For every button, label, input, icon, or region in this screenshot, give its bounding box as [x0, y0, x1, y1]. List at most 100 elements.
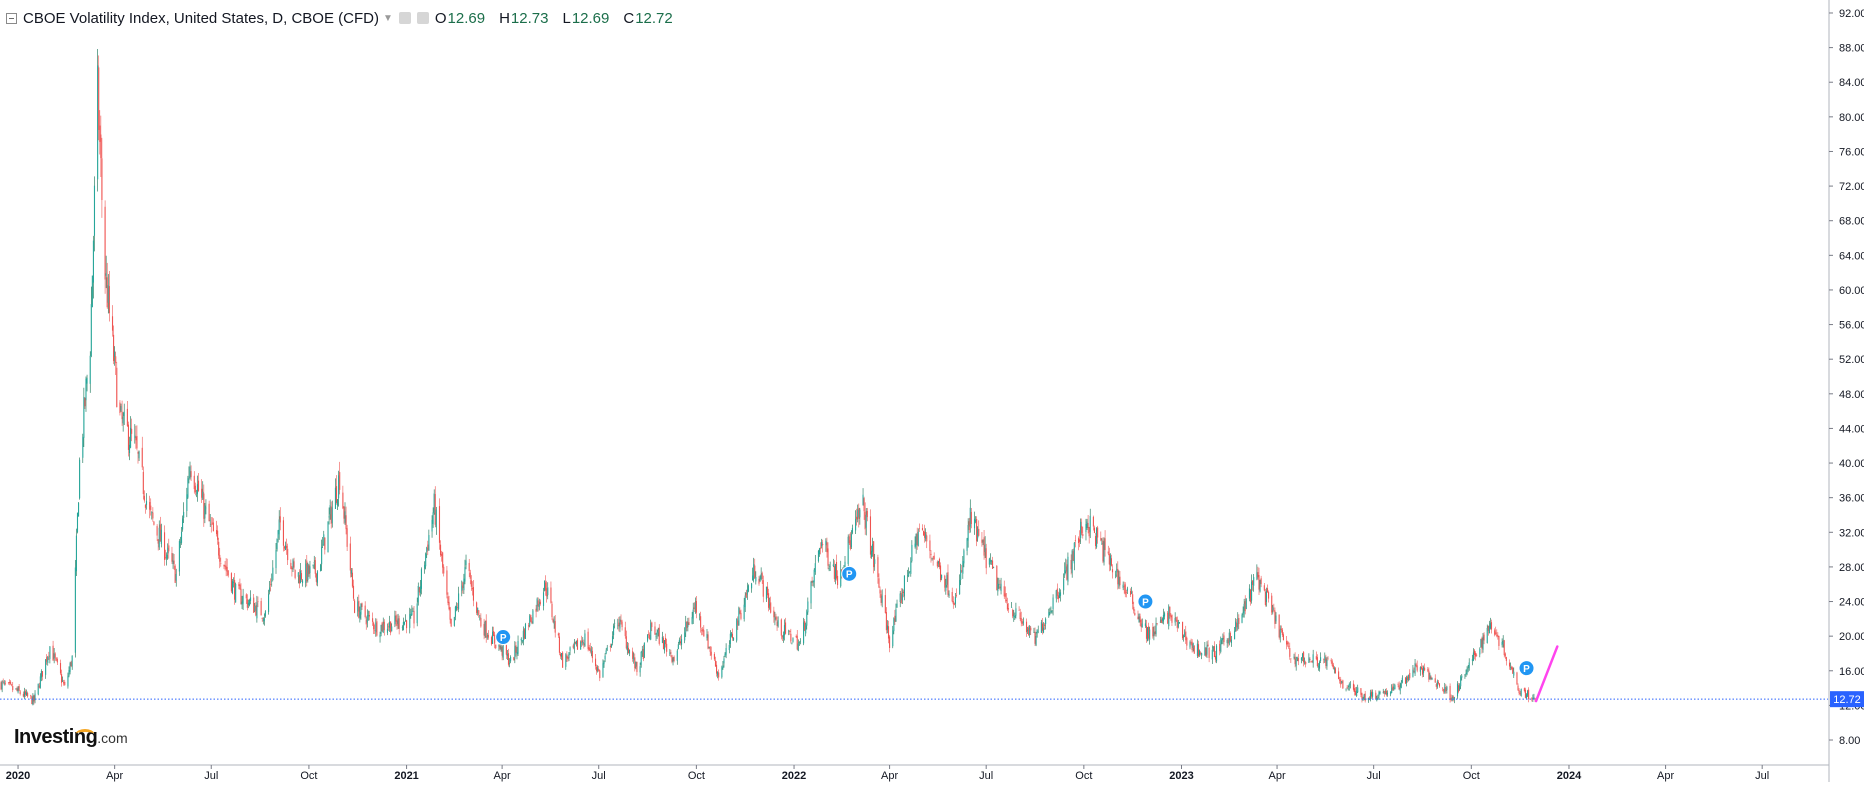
candle-body — [171, 552, 173, 562]
candle-body — [205, 507, 207, 509]
chevron-down-icon[interactable]: ▼ — [382, 12, 393, 24]
candle-body — [1035, 635, 1037, 646]
candle — [48, 651, 50, 660]
candle-body — [1452, 696, 1454, 699]
price-axis[interactable]: 92.0088.0084.0080.0076.0072.0068.0064.00… — [1828, 0, 1864, 782]
candle — [929, 534, 931, 559]
candle-body — [254, 606, 256, 611]
candle-body — [558, 636, 560, 653]
candle-body — [1384, 692, 1386, 695]
visibility-icon[interactable] — [416, 12, 429, 24]
candle-body — [329, 505, 331, 515]
candle — [78, 501, 80, 517]
candle — [500, 643, 502, 652]
candle-body — [517, 641, 519, 654]
candle-body — [532, 610, 534, 624]
candle-body — [693, 607, 695, 609]
candle-body — [1167, 612, 1169, 624]
candle-body — [269, 587, 271, 592]
candle — [1286, 635, 1288, 650]
candle — [1361, 692, 1363, 703]
candle-body — [1086, 521, 1088, 529]
candle — [901, 588, 903, 604]
candle-body — [961, 570, 963, 572]
candle-body — [425, 553, 427, 567]
candle-body — [1162, 614, 1165, 622]
candle — [902, 589, 904, 598]
candle-body — [1124, 584, 1126, 595]
candle — [970, 508, 972, 529]
candle — [752, 567, 754, 581]
candle-body — [812, 580, 814, 583]
candle-body — [1193, 645, 1195, 654]
candle-body — [1140, 619, 1142, 628]
candle — [634, 653, 636, 672]
candle — [122, 412, 124, 432]
candle — [1476, 653, 1478, 657]
candle — [714, 656, 717, 667]
candle — [428, 529, 430, 551]
candle-body — [1064, 570, 1066, 576]
time-axis[interactable]: 2020 Apr Jul Oct 2021 Apr Jul Oct 2022 Apr Jul Oct 2… — [0, 764, 1829, 782]
candle — [1205, 647, 1207, 658]
candle-body — [346, 528, 348, 547]
time-tick-label: Jul — [1367, 770, 1381, 782]
candle-body — [598, 669, 600, 672]
candle — [865, 507, 867, 536]
candle-body — [324, 537, 326, 550]
candle — [872, 537, 874, 557]
candle — [1305, 660, 1307, 668]
candle-body — [977, 529, 979, 539]
candle-body — [685, 622, 687, 633]
candle — [1260, 575, 1262, 588]
candle — [1367, 697, 1369, 703]
candle — [665, 633, 667, 648]
candle-body — [960, 570, 962, 581]
candle — [1323, 658, 1325, 664]
candle-body — [212, 522, 214, 532]
candle-body — [277, 530, 279, 539]
candle — [1259, 579, 1261, 593]
settings-icon[interactable] — [398, 12, 411, 24]
candle-body — [406, 620, 408, 629]
candle-body — [840, 569, 842, 587]
candle-body — [740, 612, 742, 619]
high-label: H — [499, 9, 510, 27]
candle — [432, 507, 434, 528]
candle-body — [1168, 606, 1170, 627]
candle-body — [1253, 577, 1255, 586]
symbol-title[interactable]: CBOE Volatility Index, United States, D,… — [23, 9, 379, 27]
candle-body — [173, 560, 175, 564]
candle — [412, 607, 414, 612]
candle-body — [1088, 527, 1090, 537]
candle — [1353, 684, 1356, 696]
candle-body — [1110, 558, 1112, 566]
candle-body — [884, 595, 886, 614]
candle — [826, 537, 828, 558]
time-tick: Jul — [979, 765, 993, 782]
candle — [1256, 564, 1258, 581]
candle-body — [263, 618, 265, 622]
candle-body — [670, 652, 672, 654]
candle — [699, 613, 701, 621]
candle-body — [1301, 653, 1304, 658]
candle-body — [241, 601, 243, 605]
candle — [1079, 530, 1081, 548]
candle-body — [521, 640, 523, 642]
candle-body — [604, 655, 606, 660]
candle-body — [1315, 656, 1317, 660]
candle — [628, 649, 631, 657]
candle-body — [999, 586, 1001, 589]
price-tick: 16.00 — [1829, 666, 1864, 678]
candle — [1042, 622, 1045, 634]
collapse-legend-icon[interactable] — [6, 12, 17, 24]
candle-body — [1390, 691, 1392, 695]
candle-body — [270, 584, 272, 585]
candle — [1126, 586, 1128, 595]
candle — [933, 552, 935, 560]
candle — [1332, 662, 1334, 670]
candle — [71, 655, 73, 670]
candle — [345, 506, 347, 535]
